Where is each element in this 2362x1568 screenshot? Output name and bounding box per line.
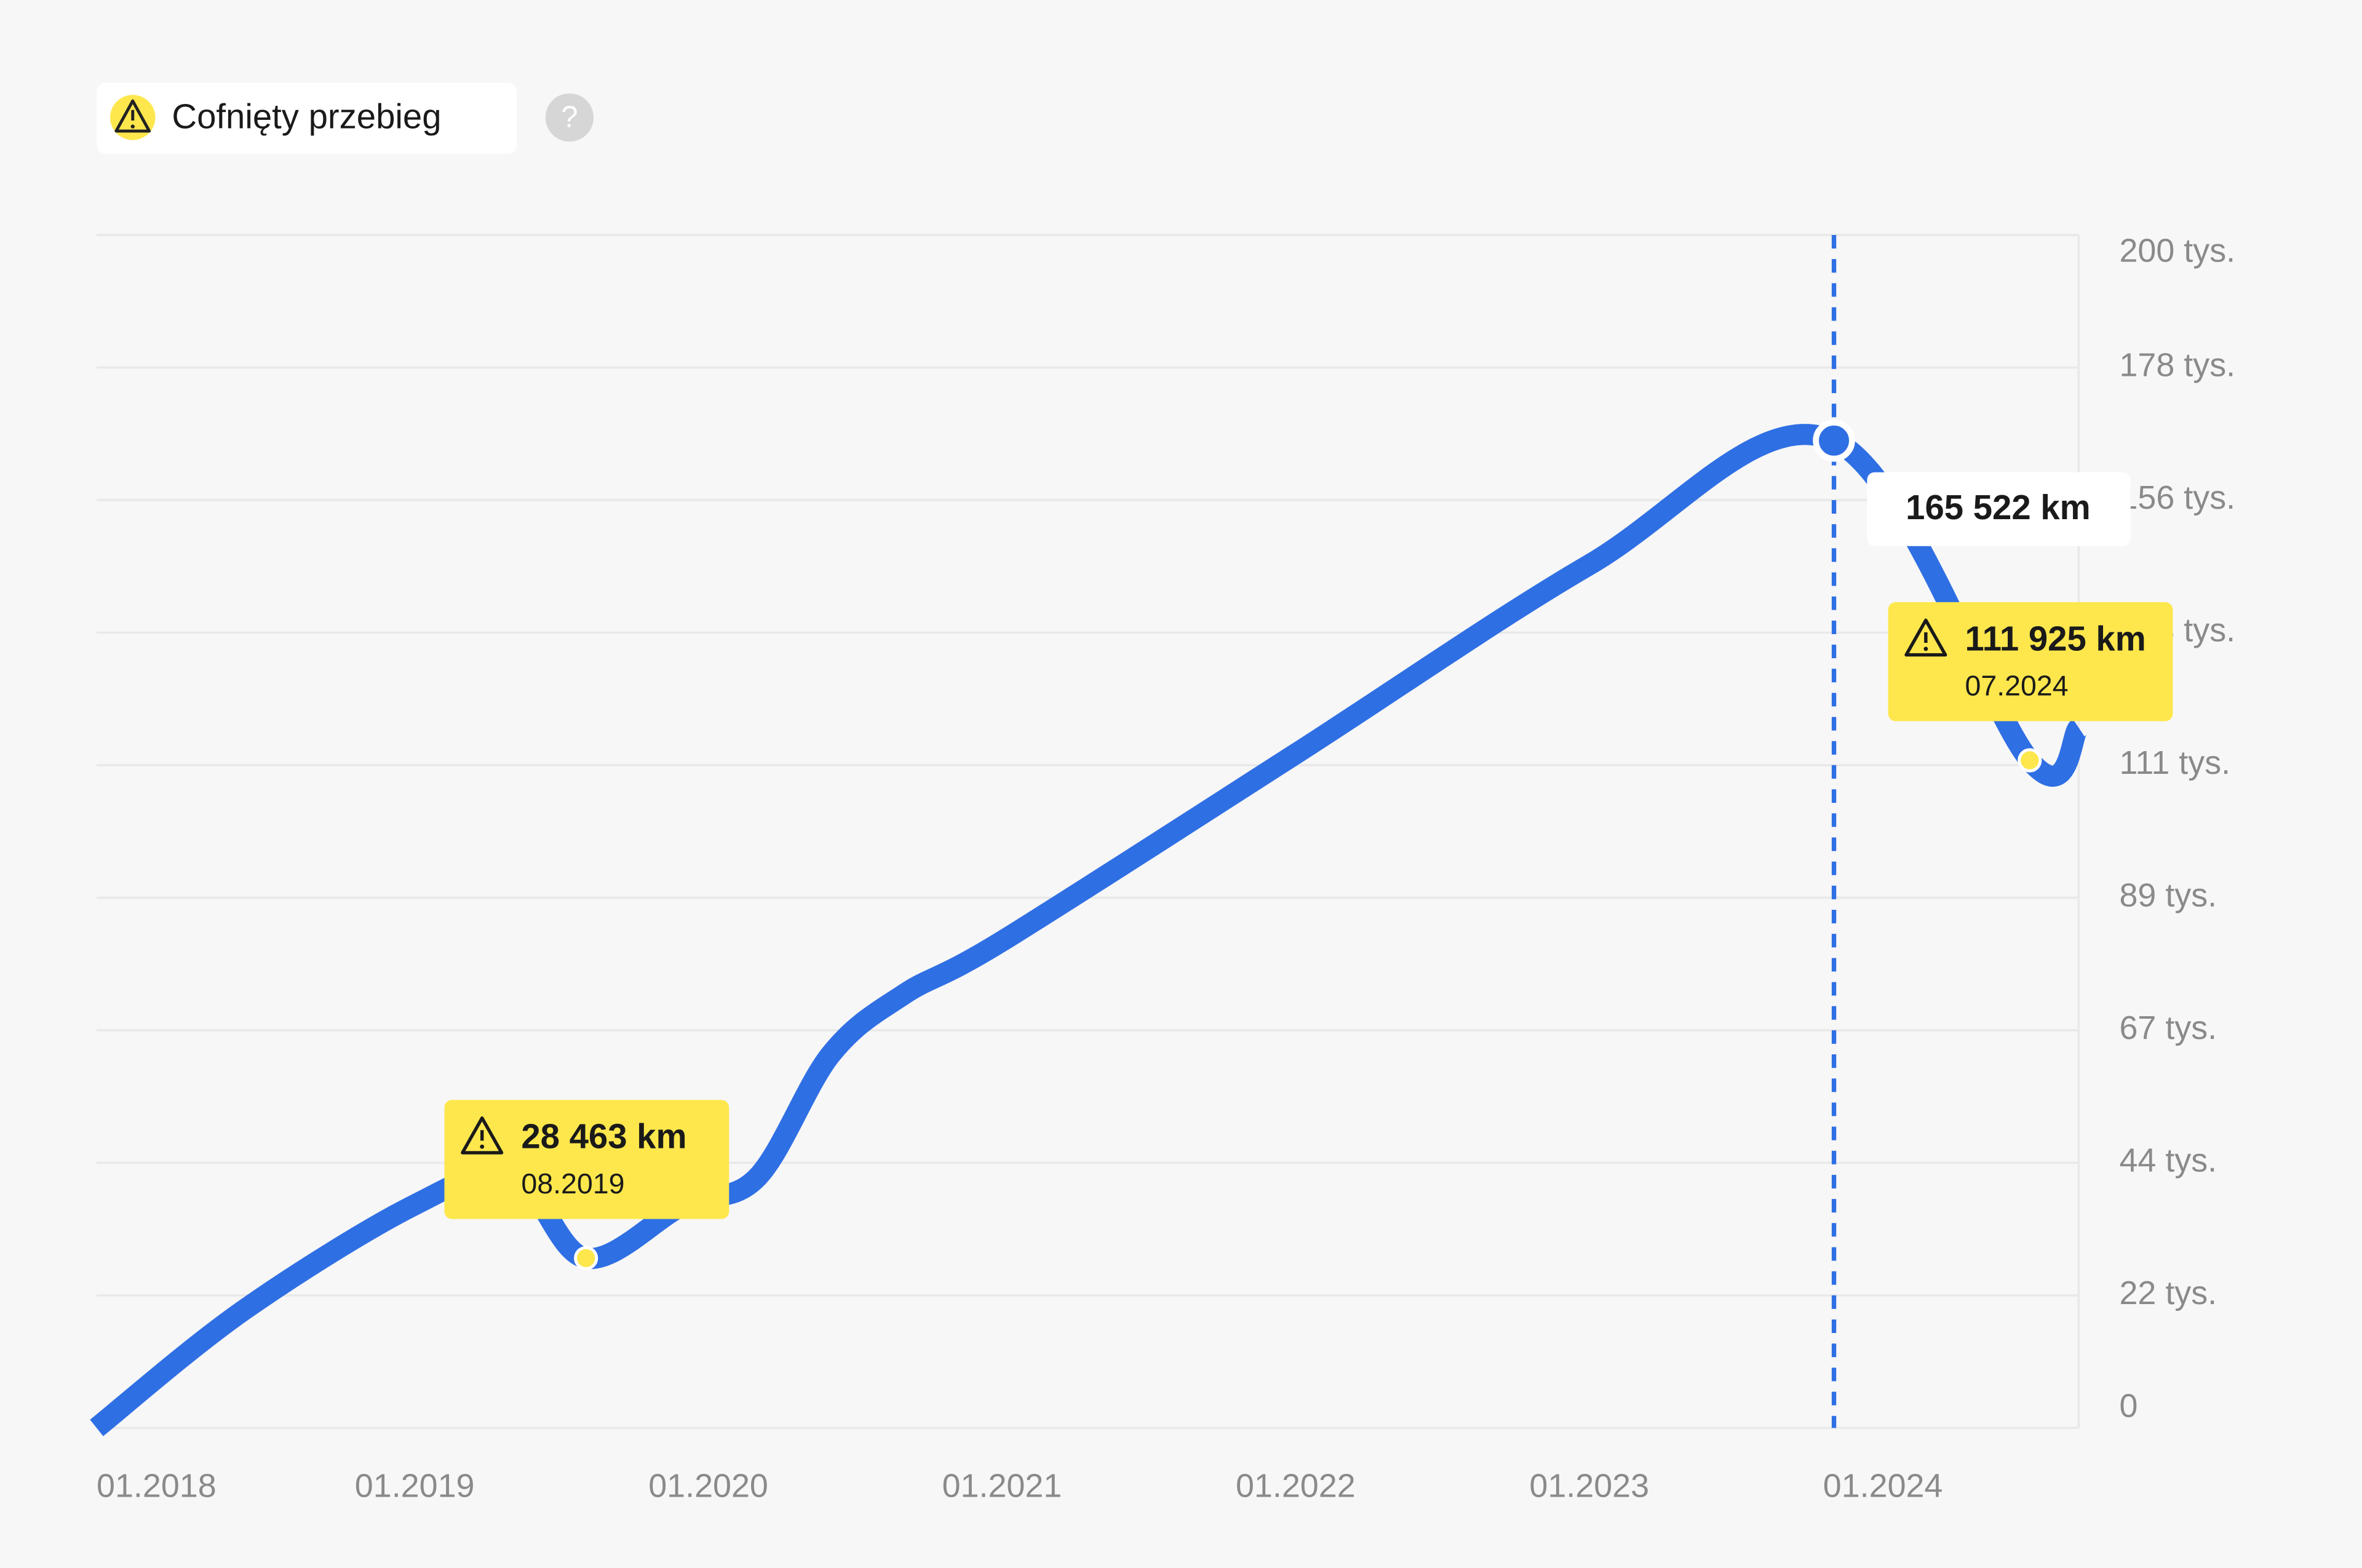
tooltip-value: 111 925 km — [1965, 619, 2146, 658]
tooltip-box — [444, 1100, 730, 1219]
rollback-tooltip: 28 463 km 08.2019 — [444, 1100, 730, 1219]
tooltip-box — [1867, 472, 2131, 546]
tooltip-date: 08.2019 — [521, 1168, 624, 1200]
hover-tooltip: 165 522 km — [1867, 472, 2131, 546]
warning-icon — [1904, 618, 1947, 657]
x-tick-label: 01.2021 — [942, 1467, 1062, 1504]
legend-label: Cofnięty przebieg — [172, 97, 441, 135]
legend-icon-triangle — [114, 99, 151, 133]
y-tick-label: 178 tys. — [2119, 347, 2235, 384]
warning-icon-dot — [1923, 647, 1928, 651]
legend-icon-dot — [130, 124, 135, 129]
x-tick-label: 01.2018 — [97, 1467, 217, 1504]
mileage-line — [90, 424, 2087, 1436]
y-tick-label: 111 tys. — [2119, 744, 2230, 781]
y-tick-label: 200 tys. — [2119, 233, 2235, 269]
warning-icon — [461, 1116, 504, 1155]
x-tick-label: 01.2020 — [648, 1467, 768, 1504]
warning-icon-dot — [480, 1144, 485, 1149]
rollback-point — [574, 1246, 598, 1270]
tooltip-value: 28 463 km — [521, 1117, 686, 1156]
x-tick-label: 01.2024 — [1823, 1467, 1943, 1504]
rollback-point — [2018, 748, 2042, 773]
y-tick-label: 67 tys. — [2119, 1009, 2217, 1046]
y-tick-label: 22 tys. — [2119, 1275, 2217, 1311]
tooltip-value: 165 522 km — [1906, 488, 2091, 527]
legend-chip[interactable] — [97, 82, 517, 154]
y-tick-label: 156 tys. — [2119, 479, 2235, 516]
hover-point — [1813, 420, 1855, 462]
x-tick-label: 01.2019 — [355, 1467, 475, 1504]
rollback-tooltip: 111 925 km 07.2024 — [1888, 602, 2173, 722]
x-tick-label: 01.2022 — [1236, 1467, 1356, 1504]
y-tick-label: 0 — [2119, 1388, 2137, 1425]
tooltip-date: 07.2024 — [1965, 670, 2069, 702]
y-tick-label: 89 tys. — [2119, 877, 2217, 914]
help-icon[interactable] — [545, 93, 594, 142]
tooltip-box — [1888, 602, 2173, 722]
help-icon-glyph: ? — [561, 100, 578, 133]
x-tick-label: 01.2023 — [1529, 1467, 1649, 1504]
y-tick-label: 44 tys. — [2119, 1142, 2217, 1179]
